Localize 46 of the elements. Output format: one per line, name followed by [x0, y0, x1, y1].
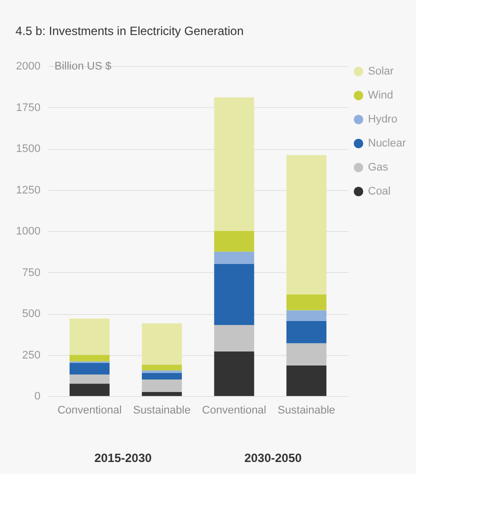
x-tick-label: Conventional	[57, 404, 122, 416]
legend-label: Solar	[368, 66, 394, 78]
bar	[142, 380, 182, 392]
bar	[142, 364, 182, 370]
bar	[142, 392, 182, 396]
bar	[142, 370, 182, 373]
legend-label: Wind	[368, 90, 394, 102]
y-tick-label: 1000	[16, 226, 40, 238]
bar	[70, 318, 110, 355]
x-tick-label: Conventional	[202, 404, 266, 416]
bar	[286, 320, 326, 344]
text: 2030-2050	[244, 451, 302, 465]
bar	[214, 264, 254, 326]
bar	[70, 354, 110, 362]
bar	[142, 372, 182, 380]
legend-label: Nuclear	[368, 138, 406, 150]
y-tick-label: 2000	[16, 60, 40, 72]
bar	[286, 365, 326, 396]
legend-label: Coal	[368, 186, 391, 198]
y-tick-label: 250	[22, 349, 40, 362]
bar	[286, 343, 326, 366]
y-tick-label: 0	[34, 390, 40, 402]
bar	[214, 231, 254, 252]
x-tick-label: Sustainable	[278, 404, 336, 416]
legend-label: Hydro	[368, 114, 398, 126]
y-tick-label: 1250	[16, 184, 40, 196]
legend-label: Gas	[368, 162, 389, 174]
bar	[286, 155, 326, 295]
bar	[286, 310, 326, 321]
bar	[214, 325, 254, 352]
y-tick-label: 750	[22, 266, 40, 279]
bar	[70, 384, 110, 396]
bar	[142, 323, 182, 365]
y-axis-title: Billion US $	[54, 60, 112, 72]
bar	[286, 294, 326, 310]
text: 2015-2030	[94, 451, 152, 465]
y-tick-label: 1750	[16, 102, 40, 114]
y-tick-label: 500	[22, 308, 40, 320]
bar	[214, 252, 254, 264]
x-tick-label: Sustainable	[133, 404, 191, 416]
chart-title: 4.5 b: Investments in Electricity Generation	[16, 24, 244, 38]
bar	[214, 351, 254, 396]
bar	[70, 374, 110, 384]
y-tick-label: 1500	[16, 143, 40, 155]
bar	[214, 97, 254, 231]
bar	[70, 363, 110, 375]
